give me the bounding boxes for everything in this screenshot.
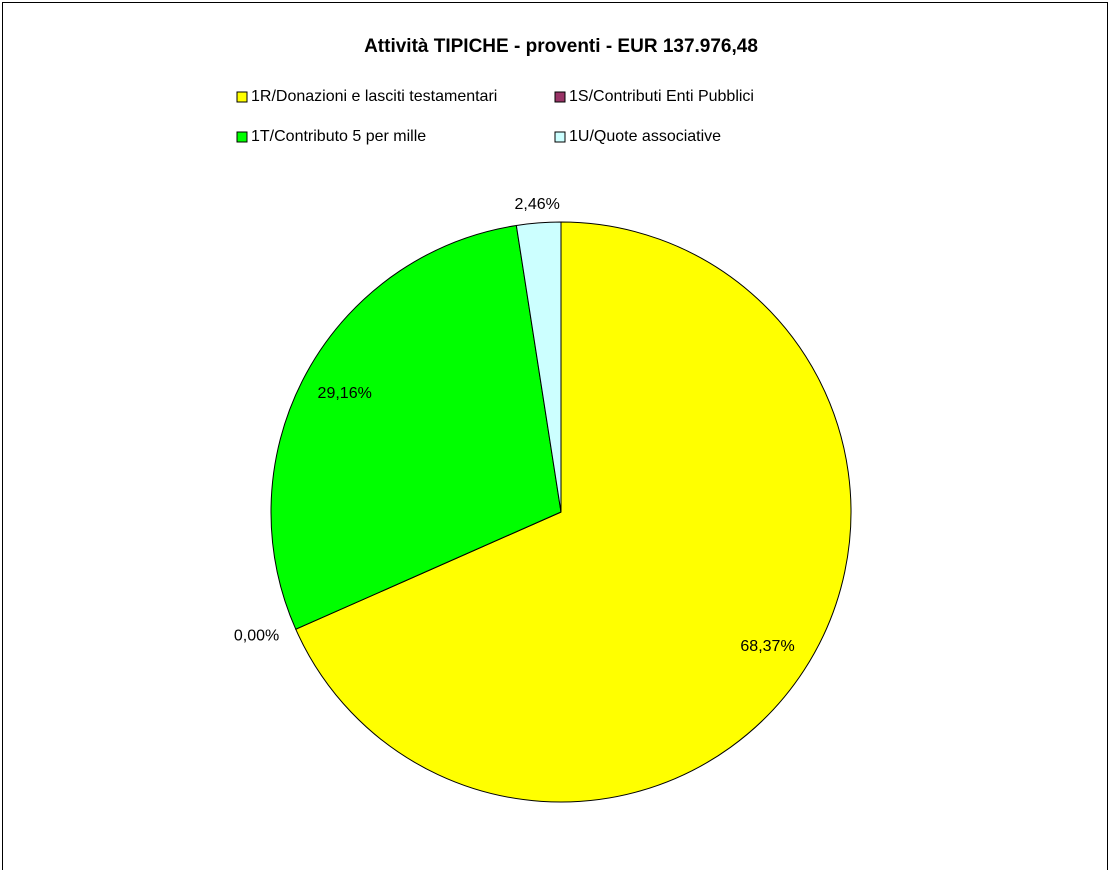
legend-label: 1U/Quote associative <box>569 128 721 145</box>
pie-slice <box>515 221 562 513</box>
chart-title: Attività TIPICHE - proventi - EUR 137.97… <box>364 36 758 57</box>
legend-swatch <box>236 91 248 103</box>
legend-label: 1T/Contributo 5 per mille <box>251 128 426 145</box>
legend-label: 1S/Contributi Enti Pubblici <box>569 88 754 105</box>
legend-label: 1R/Donazioni e lasciti testamentari <box>251 88 497 105</box>
data-label: 68,37% <box>740 638 794 655</box>
data-label: 29,16% <box>318 385 372 402</box>
legend-swatch <box>554 91 566 103</box>
pie-slice <box>270 224 562 630</box>
data-label: 0,00% <box>234 628 279 645</box>
pie-slice <box>295 221 852 803</box>
legend-swatch <box>236 131 248 143</box>
legend-swatch <box>554 131 566 143</box>
data-label: 2,46% <box>515 196 560 213</box>
